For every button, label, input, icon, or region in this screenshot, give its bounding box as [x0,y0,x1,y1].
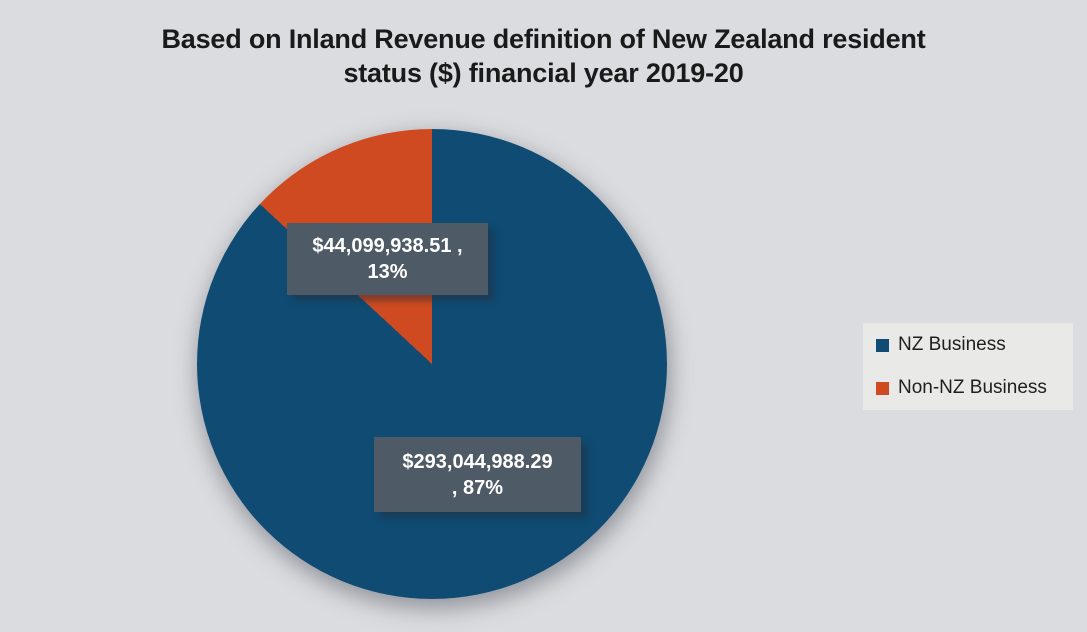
chart-title-line-2: status ($) financial year 2019-20 [343,58,744,88]
data-label-value: $293,044,988.29 [402,450,553,473]
chart-title: Based on Inland Revenue definition of Ne… [0,22,1087,90]
nz-business-swatch-icon [876,338,889,352]
non-nz-business-swatch-icon [876,381,889,395]
data-label-nz-business: $293,044,988.29 , 87% [374,437,581,512]
data-label-non-nz-business: $44,099,938.51 , 13% [287,223,488,295]
legend-label: NZ Business [898,334,1006,355]
data-label-percent: 13% [367,261,408,283]
data-label-value: $44,099,938.51 , [312,235,463,257]
legend-label: Non-NZ Business [898,377,1047,398]
data-label-percent: , 87% [451,476,504,499]
legend-item-nz-business: NZ Business [876,334,1073,356]
legend-item-non-nz-business: Non-NZ Business [876,377,1073,399]
legend: NZ Business Non-NZ Business [863,323,1073,410]
pie [197,129,667,599]
chart-title-line-1: Based on Inland Revenue definition of Ne… [161,24,926,54]
